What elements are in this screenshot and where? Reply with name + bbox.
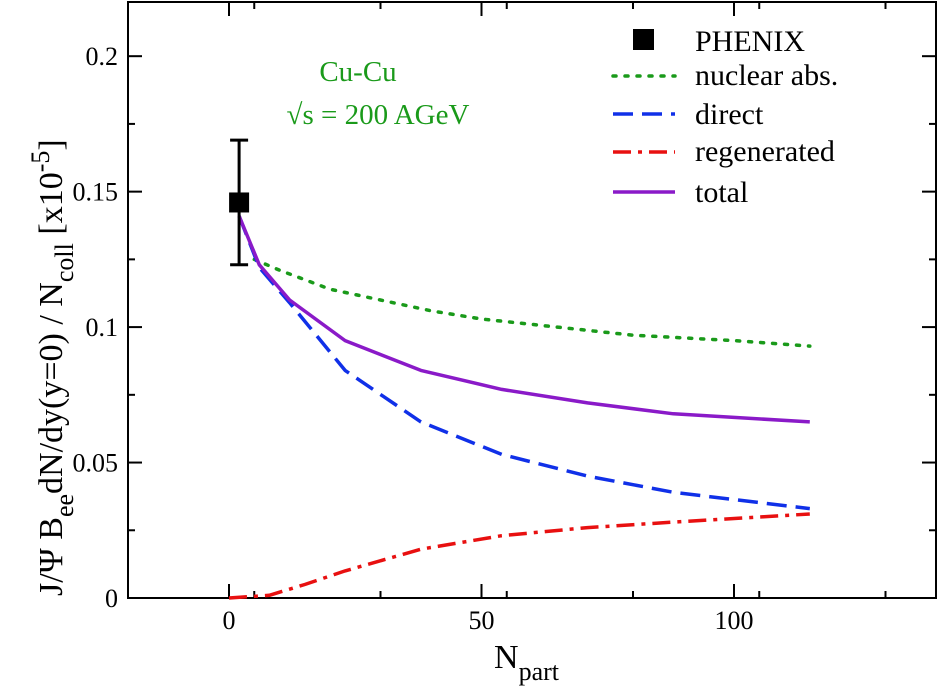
- legend: PHENIX nuclear abs. direct regenerated t…: [611, 25, 838, 209]
- y-axis-title-sub1: ee: [50, 494, 79, 517]
- series-layer: [228, 215, 812, 600]
- legend-phenix-marker: [633, 29, 654, 50]
- phenix-layer: [229, 138, 250, 267]
- y-tick-label: 0: [105, 584, 118, 613]
- x-tick-label: 0: [223, 606, 236, 635]
- y-tick-label: 0.05: [73, 449, 119, 478]
- y-tick-label: 0.2: [86, 42, 119, 71]
- legend-nuclear-label: nuclear abs.: [695, 59, 838, 92]
- legend-total-label: total: [695, 176, 748, 209]
- y-axis-title-sup: -5: [26, 151, 55, 173]
- series-line-direct: [237, 215, 811, 511]
- y-axis-title-part2: dN/dy(y=0) / N: [33, 282, 70, 494]
- x-tick-label: 50: [469, 606, 495, 635]
- plot-frame: [127, 1, 937, 599]
- legend-regenerated-label: regenerated: [695, 135, 835, 168]
- series-line-regenerated: [228, 512, 810, 600]
- x-axis-title-sub: part: [519, 657, 560, 686]
- annotation-system: Cu-Cu: [319, 56, 396, 88]
- y-axis-title-part4: ]: [33, 139, 70, 150]
- y-axis-title-part1: J/Ψ B: [33, 517, 70, 596]
- y-axis-title-sub2: coll: [50, 243, 79, 282]
- x-axis-title: Npart: [494, 639, 560, 686]
- y-axis-title-part3: [x10: [33, 172, 70, 243]
- series-line-nuclear-abs: [252, 257, 812, 348]
- x-tick-label: 100: [715, 606, 754, 635]
- legend-direct-label: direct: [695, 98, 764, 131]
- y-axis-title: J/Ψ BeedN/dy(y=0) / Ncoll [x10-5]: [26, 139, 79, 596]
- y-tick-label: 0.15: [73, 178, 119, 207]
- y-tick-label: 0.1: [86, 313, 119, 342]
- axis-ticks: 0 50 100 0 0.05 0.1 0.15 0.2: [73, 2, 936, 635]
- annotation-energy: √s = 200 AGeV: [287, 99, 470, 131]
- x-axis-title-main: N: [494, 639, 519, 676]
- phenix-data-point: [229, 192, 250, 213]
- series-line-total: [237, 215, 810, 424]
- legend-phenix-label: PHENIX: [695, 25, 805, 58]
